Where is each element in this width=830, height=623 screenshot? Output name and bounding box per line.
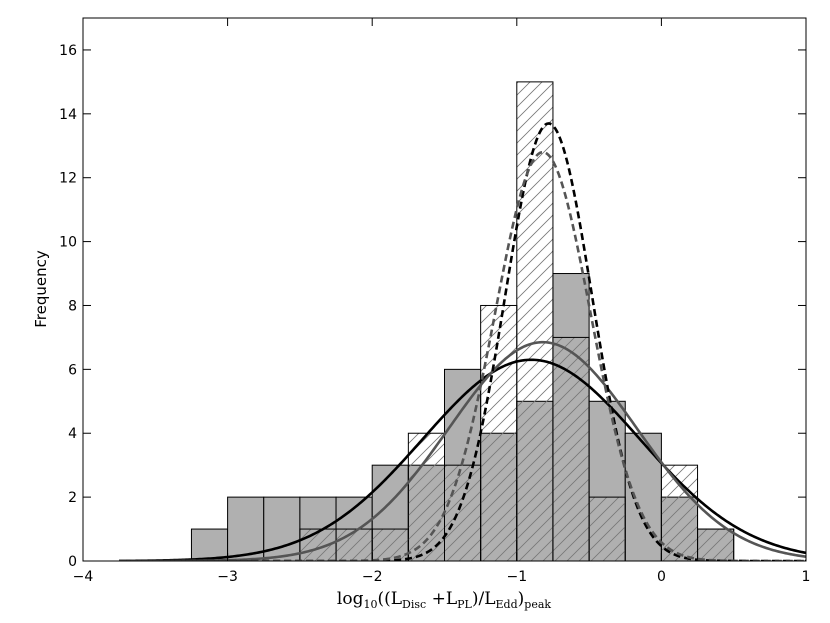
x-tick-label: 0 [657,569,666,585]
y-tick-label: 16 [59,43,77,59]
y-tick-label: 2 [68,490,77,506]
x-tick-label: −4 [73,569,94,585]
x-tick-label: −2 [362,569,383,585]
hatched-bar [588,496,626,562]
y-tick-label: 4 [68,426,77,442]
hatched-bar [480,304,518,562]
solid-fit-curve [119,358,806,561]
y-tick-label: 10 [59,235,77,251]
hatched-histogram [299,81,735,562]
filled-bar [190,528,229,562]
x-tick-labels: −4 −3 −2 −1 0 1 [73,569,811,585]
hatched-bar [552,336,590,562]
hatched-bar [516,81,554,562]
y-tick-label: 12 [59,171,77,187]
hatched-bar [697,528,735,562]
x-axis-label: log10((LDisc +LPL)/LEdd)peak [337,589,551,611]
y-axis-label: Frequency [32,250,50,328]
hatched-bar [444,464,482,562]
filled-bar [227,496,265,562]
hatched-bar [299,528,337,562]
gaussian-fit-curves [119,122,806,561]
y-tick-label: 8 [68,298,77,314]
y-tick-label: 14 [59,107,77,123]
axis-ticks [82,18,807,562]
x-tick-label: −3 [217,569,238,585]
x-tick-label: −1 [506,569,527,585]
hatched-bar [371,528,409,562]
y-tick-label: 6 [68,362,77,378]
hatched-bar [335,528,373,562]
hatched-bar [660,464,699,562]
plot-frame [82,17,807,562]
y-tick-labels: 0 2 4 6 8 10 12 14 16 [59,43,77,570]
x-tick-label: 1 [802,569,811,585]
y-tick-label: 0 [68,554,77,570]
dashed-fit-curve [119,150,806,561]
